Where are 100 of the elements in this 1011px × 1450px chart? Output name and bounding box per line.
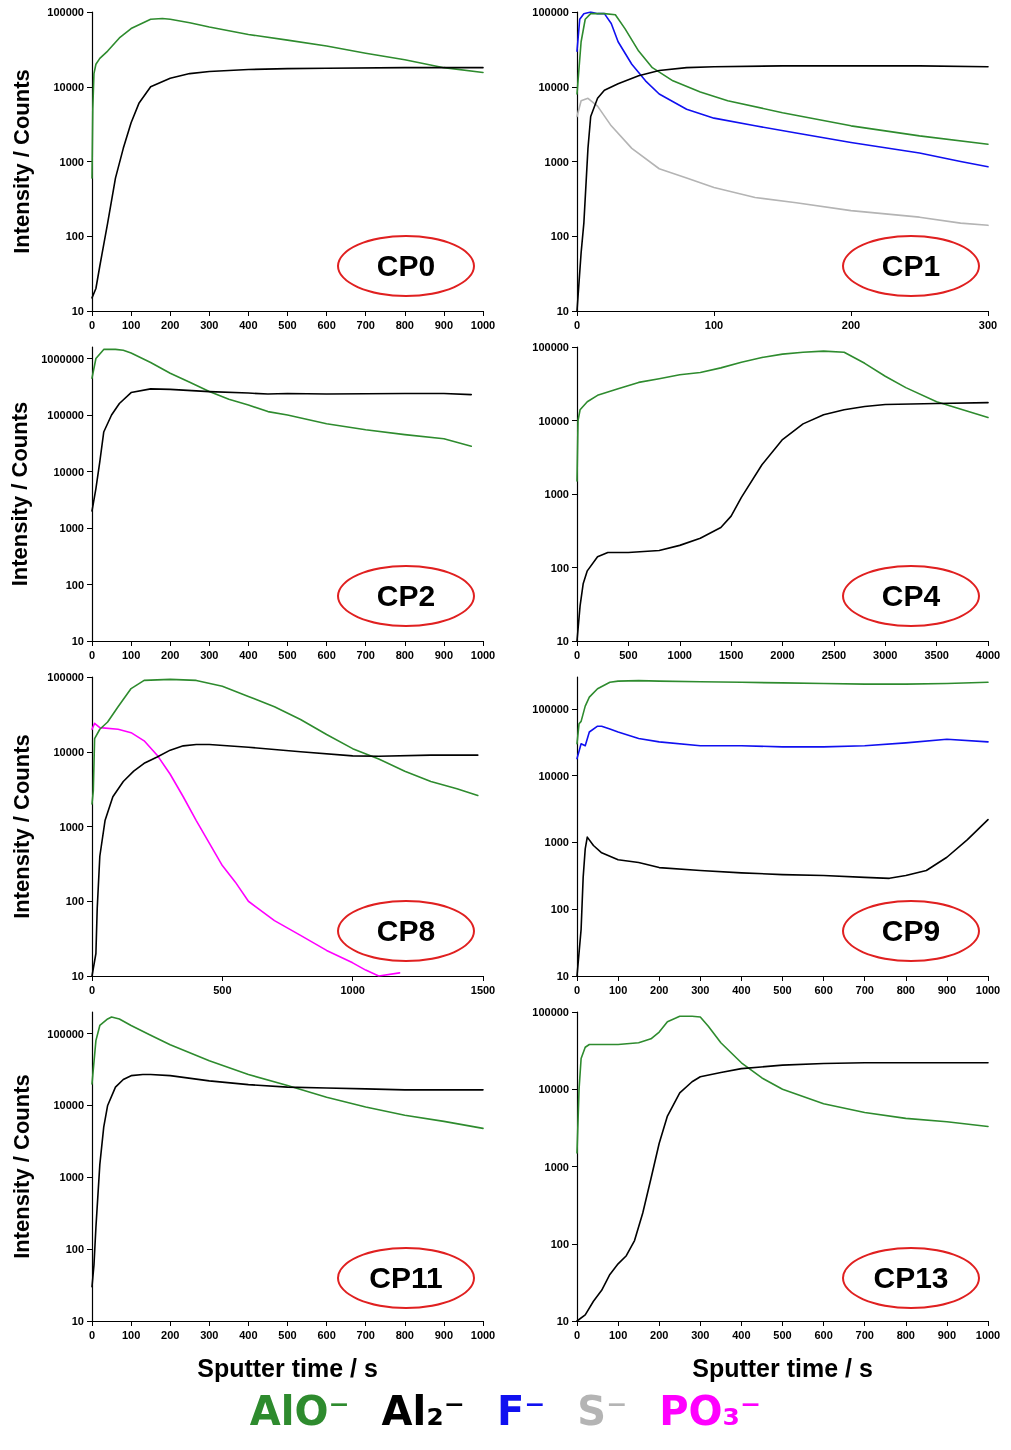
x-tick-label: 0 [573, 318, 581, 331]
x-tick-label: 700 [356, 1328, 375, 1341]
x-tick-label: 900 [434, 318, 454, 331]
x-tick-label: 100 [121, 1328, 141, 1341]
y-tick-label: 1000 [59, 820, 84, 833]
x-tick-label: 800 [395, 318, 414, 331]
x-tick-label: 2500 [821, 648, 847, 661]
x-axis-title: Sputter time / s [692, 1353, 873, 1382]
x-tick-label: 600 [317, 318, 336, 331]
text: F⁻ [496, 1388, 546, 1434]
y-tick-label: 100 [550, 1237, 569, 1250]
x-tick-label: 1500 [470, 983, 496, 996]
y-tick-label: 1000 [544, 836, 569, 849]
x-tick-label: 900 [434, 648, 454, 661]
x-tick-label: 500 [278, 1328, 297, 1341]
y-tick-label: 10 [71, 635, 84, 647]
x-tick-label: 200 [161, 318, 180, 331]
x-tick-label: 100 [608, 983, 628, 996]
x-tick-label: 1000 [470, 1328, 496, 1341]
x-tick-label: 400 [732, 1328, 751, 1341]
x-tick-label: 500 [278, 648, 297, 661]
y-tick-label: 100000 [532, 702, 569, 715]
x-tick-label: 0 [88, 318, 96, 331]
text: PO₃⁻ [659, 1388, 762, 1434]
text: S⁻ [577, 1388, 628, 1434]
x-tick-label: 900 [434, 1328, 454, 1341]
x-tick-label: 800 [896, 983, 915, 996]
x-tick-label: 200 [650, 983, 669, 996]
x-tick-label: 0 [573, 983, 581, 996]
x-axis-title: Sputter time / s [197, 1353, 378, 1382]
x-tick-label: 100 [704, 318, 724, 331]
x-tick-label: 0 [573, 648, 581, 661]
y-tick-label: 100 [550, 903, 569, 916]
y-tick-label: 1000 [544, 1160, 569, 1173]
x-tick-label: 200 [841, 318, 861, 331]
x-tick-label: 100 [121, 648, 141, 661]
x-tick-label: 1000 [470, 648, 496, 661]
x-tick-label: 1000 [975, 983, 1001, 996]
y-axis-title: Intensity / Counts [8, 1074, 34, 1259]
x-tick-label: 600 [317, 1328, 336, 1341]
y-tick-label: 100 [65, 230, 84, 243]
x-tick-label: 500 [278, 318, 297, 331]
x-tick-label: 0 [88, 983, 96, 996]
y-tick-label: 100000 [47, 409, 84, 422]
x-tick-label: 500 [773, 983, 792, 996]
y-tick-label: 10 [71, 305, 84, 317]
x-tick-label: 900 [937, 1328, 957, 1341]
x-tick-label: 3500 [924, 648, 949, 661]
x-tick-label: 800 [395, 648, 414, 661]
y-axis-title: Intensity / Counts [8, 69, 34, 254]
y-tick-label: 100000 [47, 6, 84, 18]
x-tick-label: 200 [161, 648, 180, 661]
x-tick-label: 500 [213, 983, 232, 996]
y-tick-label: 100000 [47, 671, 84, 683]
x-tick-label: 1000 [340, 983, 365, 996]
x-tick-label: 100 [121, 318, 141, 331]
x-tick-label: 300 [200, 648, 219, 661]
x-tick-label: 2000 [770, 648, 795, 661]
x-tick-label: 900 [937, 983, 957, 996]
y-tick-label: 10 [556, 305, 569, 317]
y-tick-label: 100 [550, 561, 569, 574]
x-tick-label: 500 [619, 648, 638, 661]
y-tick-label: 10000 [538, 1083, 569, 1096]
x-tick-label: 700 [855, 1328, 874, 1341]
y-tick-label: 10000 [538, 769, 569, 782]
x-tick-label: 300 [691, 1328, 710, 1341]
y-tick-label: 10 [556, 1315, 569, 1327]
y-tick-label: 100000 [532, 1006, 569, 1018]
y-tick-label: 10000 [53, 745, 84, 758]
x-tick-label: 800 [896, 1328, 915, 1341]
y-tick-label: 10 [556, 635, 569, 647]
x-tick-label: 4000 [975, 648, 1001, 661]
x-tick-label: 600 [814, 983, 833, 996]
y-axis-title: Intensity / Counts [8, 734, 34, 919]
x-tick-label: 0 [88, 648, 96, 661]
y-tick-label: 100 [65, 895, 84, 908]
x-tick-label: 400 [239, 648, 258, 661]
x-tick-label: 100 [608, 1328, 628, 1341]
x-tick-label: 300 [691, 983, 710, 996]
y-tick-label: 10000 [53, 1099, 84, 1112]
y-tick-label: 100000 [532, 341, 569, 353]
y-tick-label: 100 [550, 230, 569, 243]
y-tick-label: 100000 [532, 6, 569, 18]
y-tick-label: 1000 [59, 155, 84, 168]
text: AlO⁻ [249, 1388, 350, 1434]
y-tick-label: 1000 [59, 1171, 84, 1184]
y-tick-label: 100 [65, 578, 84, 591]
y-tick-label: 10 [71, 1315, 84, 1327]
x-tick-label: 0 [88, 1328, 96, 1341]
x-tick-label: 3000 [873, 648, 898, 661]
y-tick-label: 10000 [538, 80, 569, 93]
x-tick-label: 1000 [975, 1328, 1001, 1341]
x-tick-label: 1500 [718, 648, 744, 661]
y-tick-label: 10000 [53, 80, 84, 93]
y-tick-label: 100 [65, 1243, 84, 1256]
text: Al₂⁻ [381, 1388, 465, 1434]
x-tick-label: 1000 [470, 318, 496, 331]
x-tick-label: 400 [239, 318, 258, 331]
y-tick-label: 10 [556, 970, 569, 982]
x-tick-label: 600 [317, 648, 336, 661]
